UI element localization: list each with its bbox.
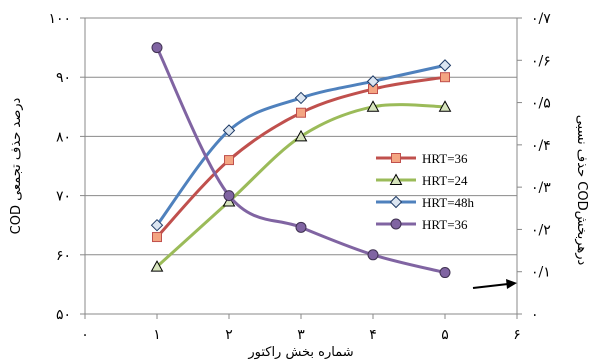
data-point (438, 59, 452, 72)
y-right-tick-label: ۰/۱ (531, 265, 551, 281)
series-line (155, 46, 446, 275)
y-left-tick-label: ۸۰ (56, 129, 71, 145)
data-point (223, 190, 235, 202)
data-point (439, 267, 451, 279)
data-point (366, 75, 380, 88)
y-right-tick-label: ۰/۴ (531, 138, 551, 154)
legend-item: HRT=36 (376, 151, 468, 166)
data-point (296, 107, 306, 118)
legend-marker (389, 173, 403, 185)
pointer-arrow (472, 279, 517, 289)
data-point (367, 249, 379, 261)
y-right-tick-label: ۰/۶ (531, 53, 551, 69)
x-tick-label: ۵ (441, 327, 449, 343)
data-point (224, 155, 234, 166)
series-line (155, 103, 446, 268)
series-group (150, 42, 452, 279)
series-3 (150, 59, 452, 232)
legend-label: HRT=24 (422, 173, 468, 188)
data-point (150, 260, 164, 272)
y-left-tick-label: ۶۰ (56, 248, 71, 264)
legend-label: HRT=48h (422, 195, 475, 210)
legend-item: HRT=24 (376, 173, 468, 188)
y-right-tick-label: ۰ (531, 307, 539, 323)
y-right-tick-label: ۰/۵ (531, 96, 551, 112)
y-left-tick-label: ۹۰ (56, 70, 71, 86)
y-right-tick-label: ۰/۷ (531, 11, 551, 27)
legend-item: HRT=48h (376, 195, 475, 210)
y-right-tick-label: ۰/۲ (531, 222, 551, 238)
y-right-axis-label: حذف نسبی CODدرهربخش (574, 115, 589, 266)
legend-marker (390, 218, 402, 230)
x-tick-label: ۱ (153, 327, 161, 343)
x-axis-label: شماره بخش راکتور (247, 345, 353, 360)
legend-marker (389, 195, 403, 209)
data-point (366, 100, 380, 112)
x-tick-label: ۶ (513, 327, 521, 343)
axes: ۵۰ ۶۰ ۷۰ ۸۰ ۹۰ ۱۰۰ ۰ ۰/۱ ۰/۲ ۰/۳ ۰/۴ ۰/۵ ۰/۶ ۰/۷ ۰ ۱ ۲ ۳ ۴… (48, 11, 551, 343)
x-tick-label: ۲ (225, 327, 233, 343)
legend: HRT=36 HRT=24 HRT=48h HRT=36 (376, 151, 475, 232)
x-tick-label: ۴ (369, 327, 377, 343)
x-tick-label: ۳ (297, 327, 305, 343)
legend-label: HRT=36 (422, 217, 468, 232)
data-point (151, 42, 163, 54)
series-4 (151, 42, 451, 279)
plot-area-border (84, 17, 518, 315)
x-tick-label: ۰ (81, 327, 89, 343)
y-left-tick-label: ۱۰۰ (48, 11, 71, 27)
legend-label: HRT=36 (422, 151, 468, 166)
y-right-tick-label: ۰/۳ (531, 180, 551, 196)
series-2 (150, 100, 452, 272)
data-point (295, 221, 307, 233)
y-left-tick-label: ۵۰ (56, 307, 71, 323)
y-left-tick-label: ۷۰ (56, 189, 71, 205)
y-left-axis-label: COD درصد حذف تجمعی (9, 97, 24, 234)
legend-marker (391, 153, 401, 163)
data-point (294, 91, 308, 105)
series-1 (152, 72, 450, 243)
legend-item: HRT=36 (376, 217, 468, 232)
data-point (152, 232, 162, 243)
data-point (294, 129, 308, 142)
data-point (222, 124, 236, 137)
data-point (440, 72, 450, 83)
data-point (438, 100, 452, 112)
data-point (150, 218, 164, 232)
